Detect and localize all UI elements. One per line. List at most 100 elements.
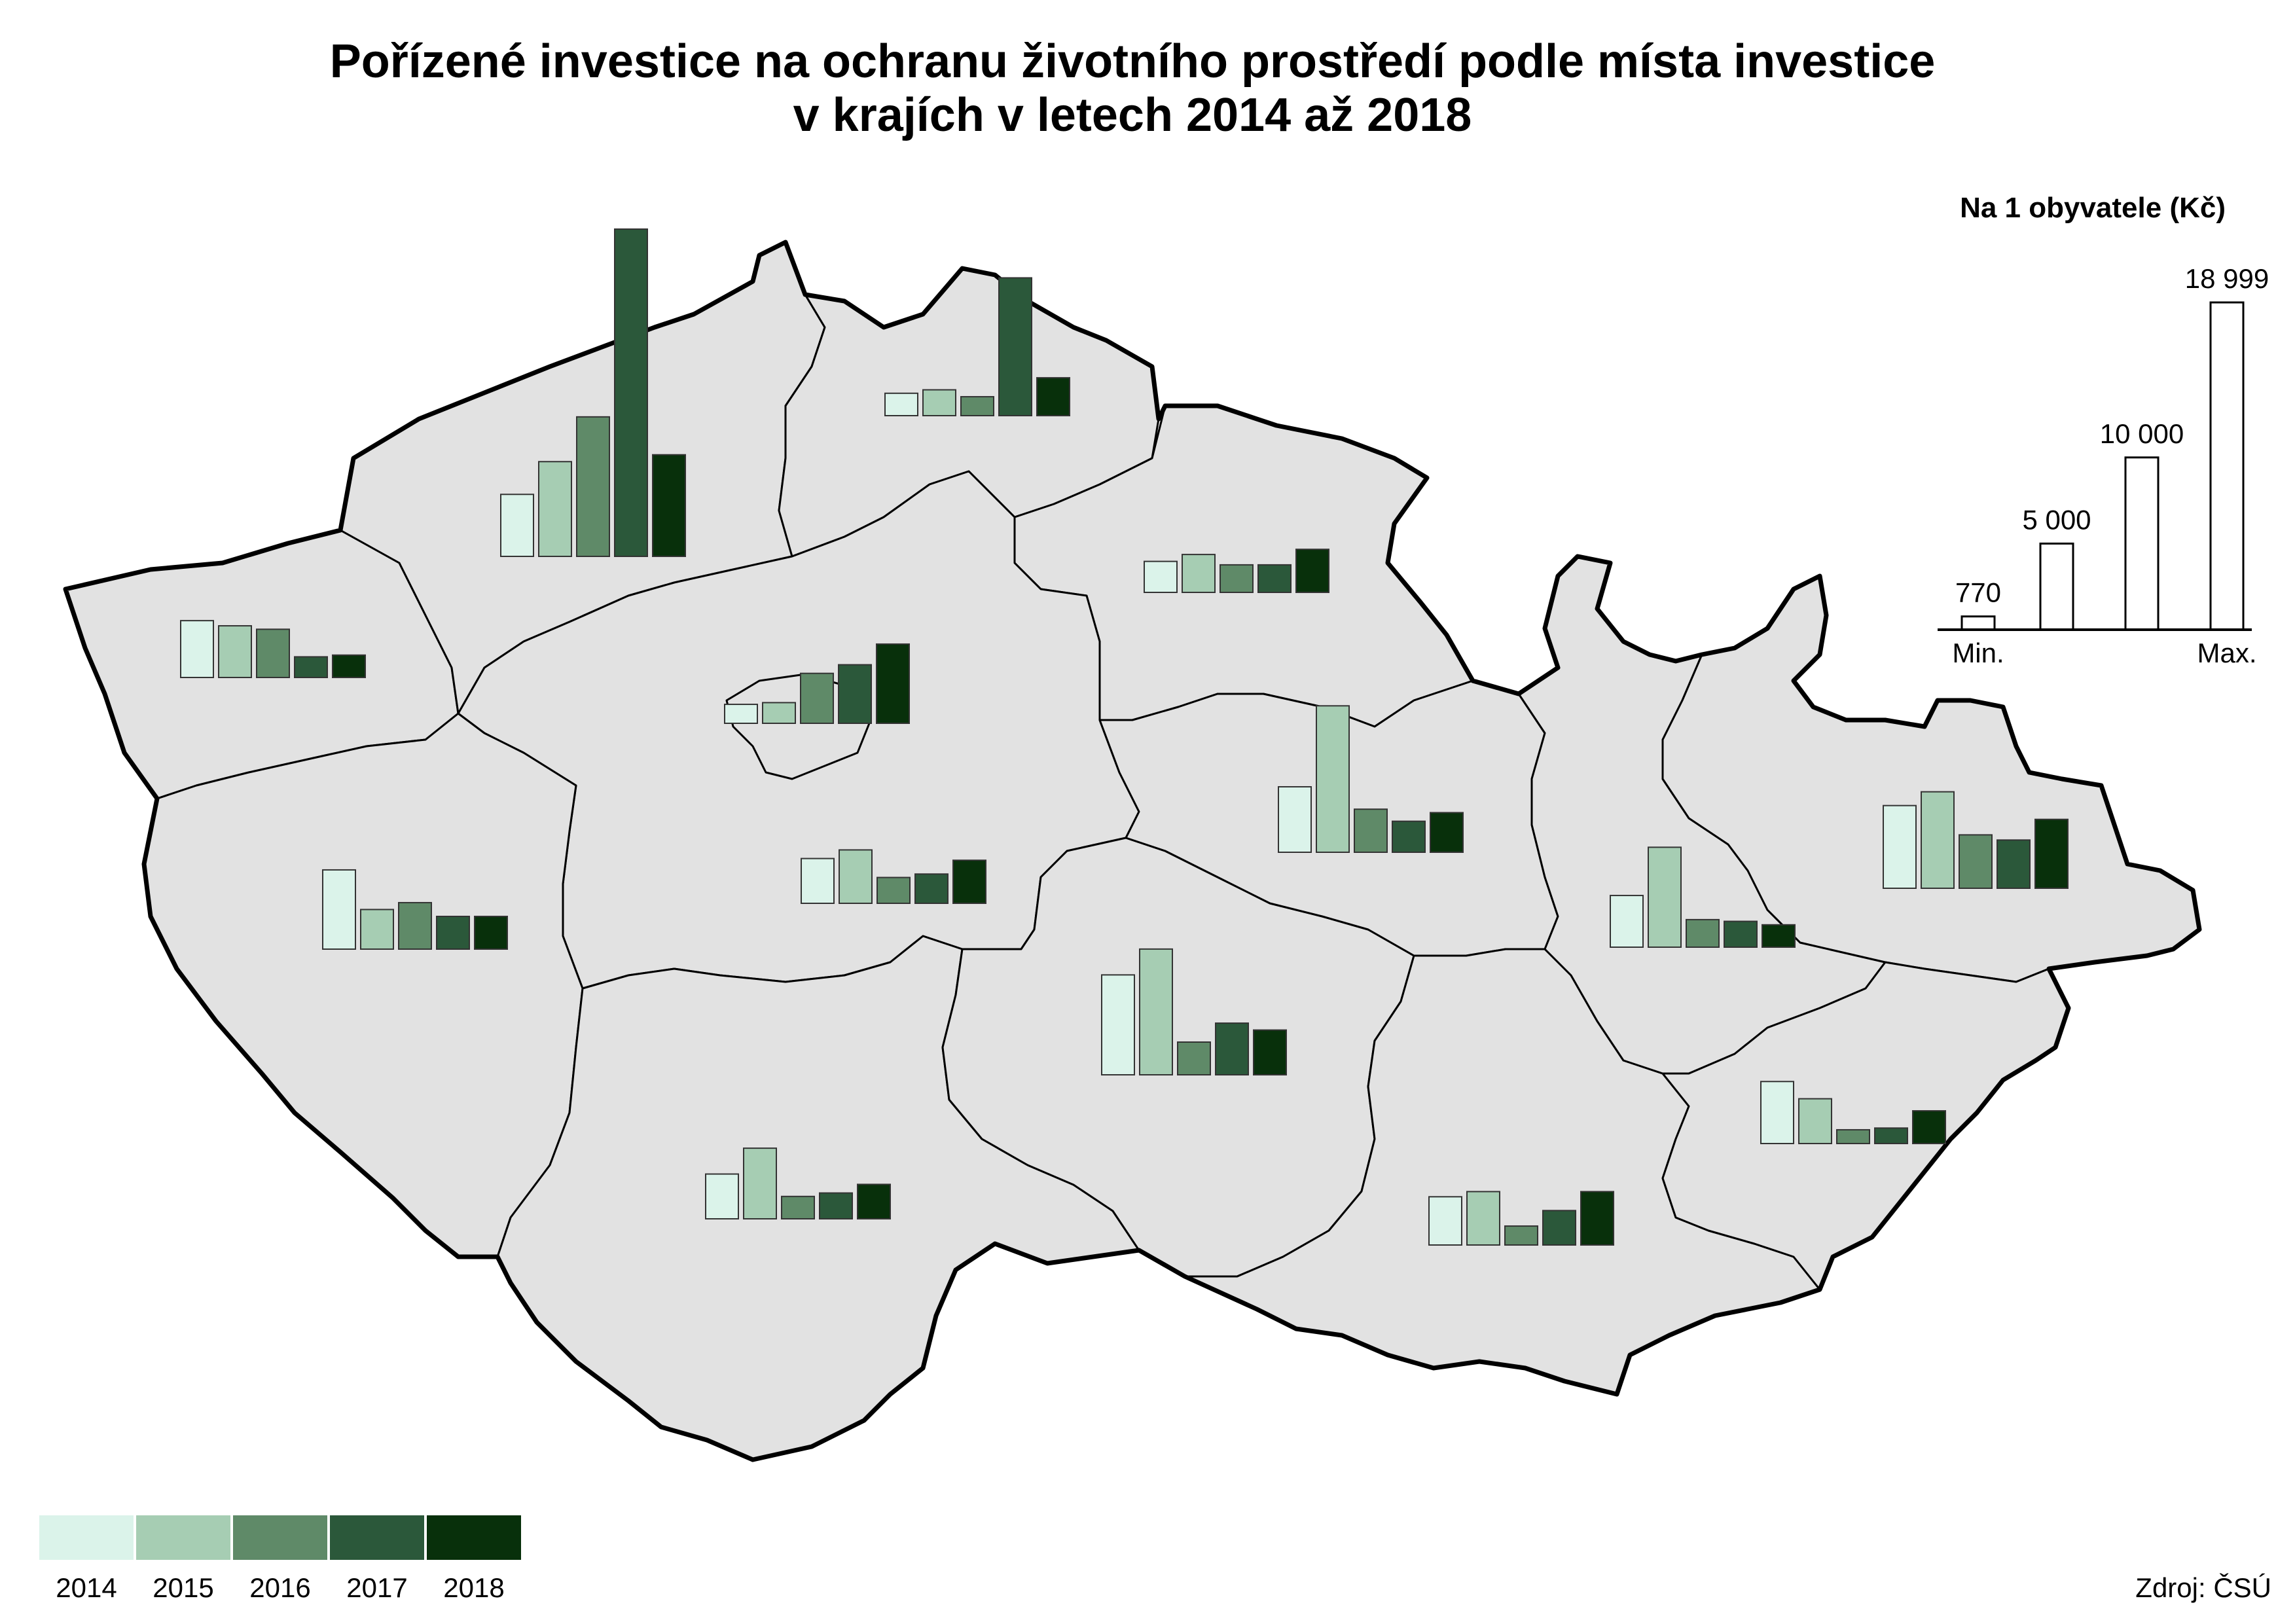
region-bar-2015	[762, 702, 796, 725]
scale-bar	[1961, 615, 1996, 631]
legend-swatch-2014	[39, 1515, 134, 1560]
region-bar-2018	[474, 915, 508, 950]
source-label: Zdroj: ČSÚ	[2135, 1572, 2271, 1603]
legend-label-2016: 2016	[249, 1572, 310, 1603]
legend-swatch-2018	[427, 1515, 521, 1560]
region-bar-2014	[1101, 974, 1135, 1075]
region-bar-2015	[839, 849, 873, 904]
region-bar-2015	[1798, 1098, 1832, 1144]
legend-swatch-2015	[136, 1515, 230, 1560]
region-chart	[322, 869, 508, 950]
region-bar-2014	[884, 392, 918, 416]
region-bar-2015	[922, 389, 956, 416]
region-bar-2014	[1144, 560, 1178, 594]
region-bar-2015	[1648, 846, 1682, 948]
region-bar-2015	[1182, 554, 1216, 594]
chart-title-line-2: v krajích v letech 2014 až 2018	[793, 89, 1472, 141]
region-bar-2017	[998, 277, 1032, 417]
legend-label-2015: 2015	[153, 1572, 213, 1603]
region-bar-2017	[294, 656, 328, 678]
region-bar-2017	[1215, 1022, 1249, 1075]
region-bar-2016	[398, 901, 432, 950]
region-bar-2014	[500, 494, 534, 558]
region-bar-2017	[838, 664, 872, 724]
region-bar-2014	[705, 1173, 739, 1219]
region-bar-2016	[876, 876, 911, 905]
region-bar-2015	[1466, 1191, 1500, 1246]
region-chart	[724, 643, 910, 725]
region-chart	[884, 277, 1070, 417]
region-bar-2015	[1316, 705, 1350, 853]
region-bar-2018	[857, 1183, 891, 1219]
region-bar-2017	[614, 228, 648, 557]
scale-bar	[2039, 542, 2074, 631]
region-bar-2018	[1036, 377, 1070, 417]
legend-swatch-2016	[233, 1515, 327, 1560]
region-bar-2017	[819, 1192, 853, 1220]
region-bar-2018	[1912, 1110, 1946, 1144]
region-chart	[1144, 549, 1329, 594]
region-bar-2016	[576, 416, 610, 557]
region-bar-2014	[1278, 785, 1312, 854]
region-bar-2016	[1354, 808, 1388, 853]
scale-max-label: Max.	[2197, 638, 2256, 668]
scale-min-label: Min.	[1952, 638, 2004, 668]
region-bar-2017	[436, 915, 470, 950]
region-bar-2014	[1760, 1081, 1794, 1145]
scale-title: Na 1 obyvatele (Kč)	[1960, 192, 2226, 224]
region-bar-2017	[1997, 839, 2031, 889]
region-bar-2016	[256, 628, 290, 678]
region-bar-2014	[801, 857, 835, 904]
region-bar-2014	[724, 704, 758, 725]
region-bar-2017	[1392, 820, 1426, 853]
region-bar-2014	[180, 620, 214, 678]
region-bar-2018	[2034, 818, 2069, 890]
region-bar-2016	[1220, 564, 1254, 593]
region-chart	[180, 620, 366, 678]
scale-label-5000: 5 000	[2022, 504, 2091, 535]
region-plzensky	[143, 712, 584, 1258]
region-bar-2018	[1580, 1191, 1614, 1246]
region-bar-2015	[218, 625, 252, 678]
region-bar-2015	[1139, 948, 1173, 1076]
region-bar-2017	[914, 873, 949, 904]
region-chart	[1760, 1081, 1946, 1145]
region-chart	[1610, 846, 1796, 948]
region-bar-2016	[1836, 1128, 1870, 1145]
region-bar-2018	[332, 654, 366, 678]
year-legend: 2014 2015 2016 2017 2018	[39, 1515, 521, 1603]
region-bar-2017	[1542, 1210, 1576, 1246]
legend-swatch-2017	[330, 1515, 424, 1560]
region-bar-2016	[1686, 918, 1720, 948]
region-bar-2016	[1504, 1225, 1538, 1246]
chart-title-line-1: Pořízené investice na ochranu životního …	[330, 35, 1936, 88]
region-praha	[725, 673, 872, 780]
region-bar-2018	[1762, 924, 1796, 948]
region-bar-2018	[1430, 812, 1464, 853]
legend-label-2018: 2018	[443, 1572, 504, 1603]
scale-key: Na 1 obyvatele (Kč) 770 5 000 10 000 18 999…	[1938, 192, 2269, 668]
region-bar-2018	[1295, 549, 1329, 594]
region-bar-charts	[180, 228, 2069, 1246]
region-bar-2017	[1724, 920, 1758, 948]
region-bar-2016	[1959, 834, 1993, 889]
region-bar-2017	[1257, 564, 1292, 593]
region-bar-2015	[360, 909, 394, 950]
region-bar-2016	[1177, 1041, 1211, 1075]
scale-label-10000: 10 000	[2100, 418, 2184, 449]
scale-bars: 770 5 000 10 000 18 999	[1955, 263, 2269, 631]
region-chart	[1101, 948, 1287, 1076]
scale-label-min: 770	[1955, 577, 2001, 608]
region-bar-2015	[743, 1147, 777, 1220]
region-chart	[1428, 1191, 1614, 1246]
region-bar-2015	[1921, 791, 1955, 889]
region-bar-2014	[1610, 895, 1644, 948]
region-bar-2014	[1883, 804, 1917, 890]
region-chart	[801, 849, 986, 905]
region-bar-2017	[1874, 1127, 1908, 1145]
region-bar-2015	[538, 461, 572, 558]
legend-label-2014: 2014	[56, 1572, 117, 1603]
legend-label-2017: 2017	[346, 1572, 407, 1603]
region-bar-2014	[322, 869, 356, 950]
